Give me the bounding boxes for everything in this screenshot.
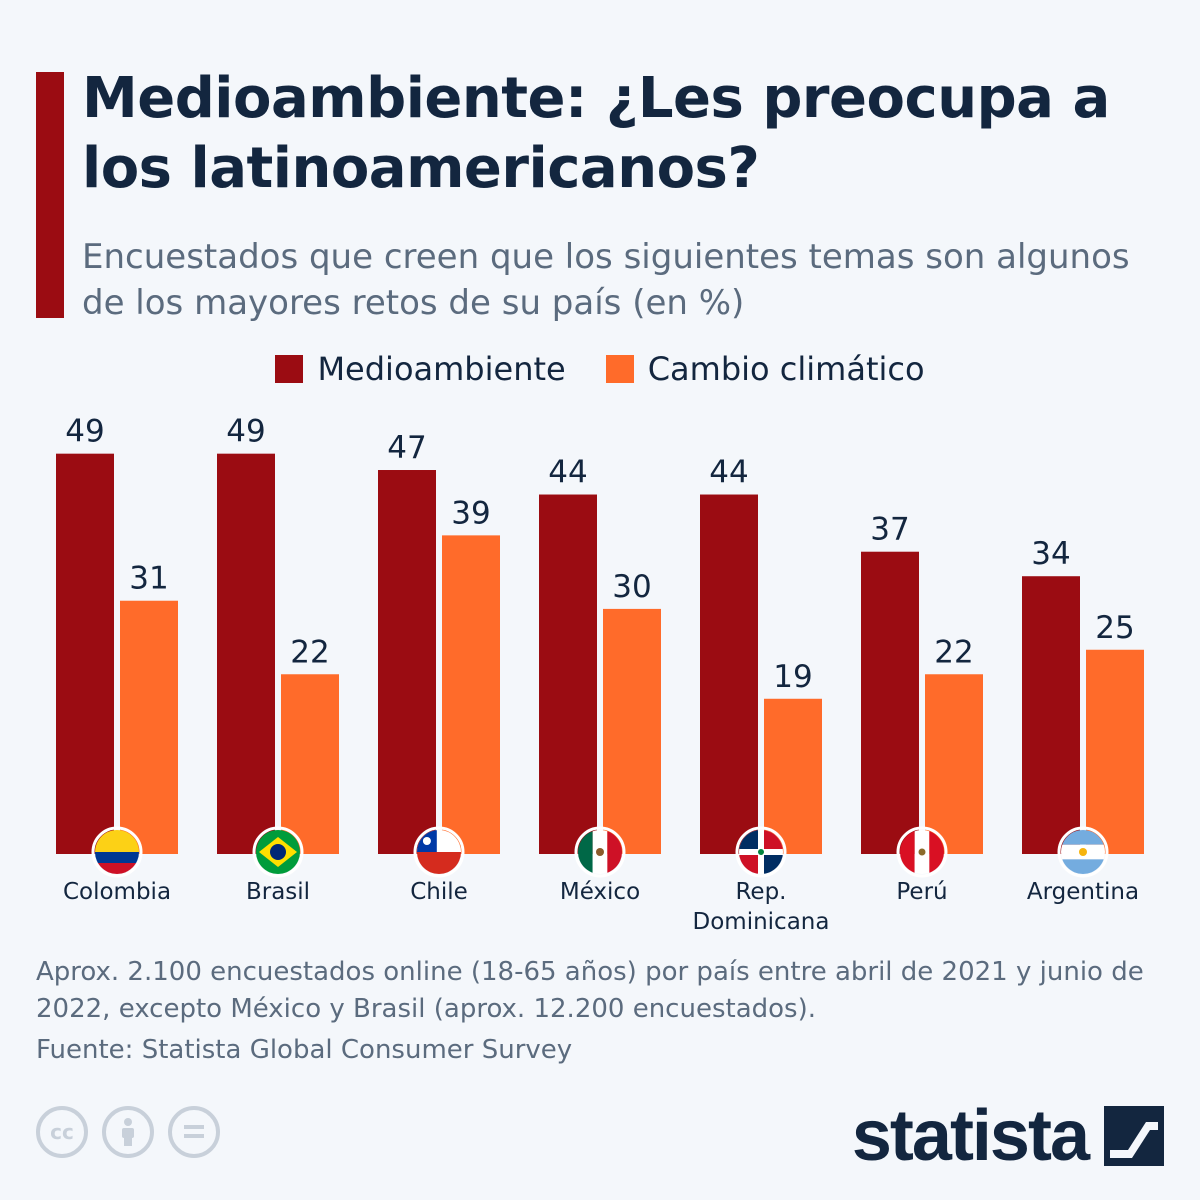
category-label: Chile [410,879,468,905]
data-label: 37 [870,512,909,548]
data-label: 25 [1095,610,1134,646]
bar-medioambiente [217,453,275,854]
bar-medioambiente [378,470,436,854]
category-label: Rep. [735,879,786,905]
creative-commons-icon[interactable]: cc [36,1106,88,1158]
attribution-icon[interactable] [102,1106,154,1158]
footnote: Aprox. 2.100 encuestados online (18-65 a… [36,957,1144,1024]
data-label: 49 [65,414,104,450]
category-label: Dominicana [693,909,830,935]
flag-ring [413,826,465,878]
colombia-flag-icon [95,830,139,874]
legend-label-medioambiente: Medioambiente [317,350,566,388]
bar-medioambiente [700,494,758,854]
bar-medioambiente [56,453,114,854]
bar-cambio-climatico [925,674,983,854]
bar-cambio-climatico [603,608,661,854]
category-label: Perú [896,879,947,905]
chile-flag-icon [417,830,461,874]
data-label: 44 [548,455,587,491]
dominican-republic-flag-icon [739,830,783,874]
flag-ring [574,826,626,878]
mexico-flag-icon [578,830,622,874]
legend-swatch-medioambiente [275,355,304,383]
legend-item-medioambiente: Medioambiente [275,350,566,388]
bar-cambio-climatico [120,600,178,854]
bar-cambio-climatico [764,698,822,854]
data-label: 22 [934,634,973,670]
bar-cambio-climatico [442,535,500,854]
data-label: 22 [290,634,329,670]
bar-cambio-climatico [281,674,339,854]
flag-ring [91,826,143,878]
data-label: 39 [451,495,490,531]
legend-swatch-cambio-climatico [605,355,634,383]
brazil-flag-icon [256,830,300,874]
peru-flag-icon [900,830,944,874]
data-label: 34 [1031,536,1070,572]
chart-title: Medioambiente: ¿Les preocupa a los latin… [82,66,1110,201]
data-label: 31 [129,561,168,597]
bar-medioambiente [539,494,597,854]
brand-wordmark: statista [851,1096,1090,1176]
data-label: 19 [773,659,812,695]
statista-logo[interactable]: statista [852,1096,1164,1176]
bar-cambio-climatico [1086,649,1144,854]
data-label: 30 [612,569,651,605]
license-icons: cc [36,1106,220,1158]
flag-ring [252,826,304,878]
category-label: Brasil [246,879,310,905]
bar-medioambiente [1022,576,1080,854]
category-label: Colombia [63,879,171,905]
legend-label-cambio-climatico: Cambio climático [647,350,925,388]
data-label: 47 [387,430,426,466]
data-label: 44 [709,455,748,491]
statista-logo-icon [1104,1106,1164,1166]
flag-ring [735,826,787,878]
flag-ring [896,826,948,878]
source-note: Fuente: Statista Global Consumer Survey [36,1035,573,1065]
chart-subtitle: Encuestados que creen que los siguientes… [82,237,1130,323]
bar-chart: 49 31 Colombia 49 22 Brasil 47 39 Chile 44 30 Méxic… [56,414,1144,935]
category-label: Argentina [1027,879,1139,905]
legend: Medioambiente Cambio climático [0,350,1200,388]
bar-medioambiente [861,551,919,854]
accent-bar [36,72,64,318]
flag-ring [1057,826,1109,878]
category-label: México [560,879,640,905]
legend-item-cambio-climatico: Cambio climático [605,350,925,388]
argentina-flag-icon [1061,830,1105,874]
no-derivatives-icon[interactable] [168,1106,220,1158]
data-label: 49 [226,414,265,450]
